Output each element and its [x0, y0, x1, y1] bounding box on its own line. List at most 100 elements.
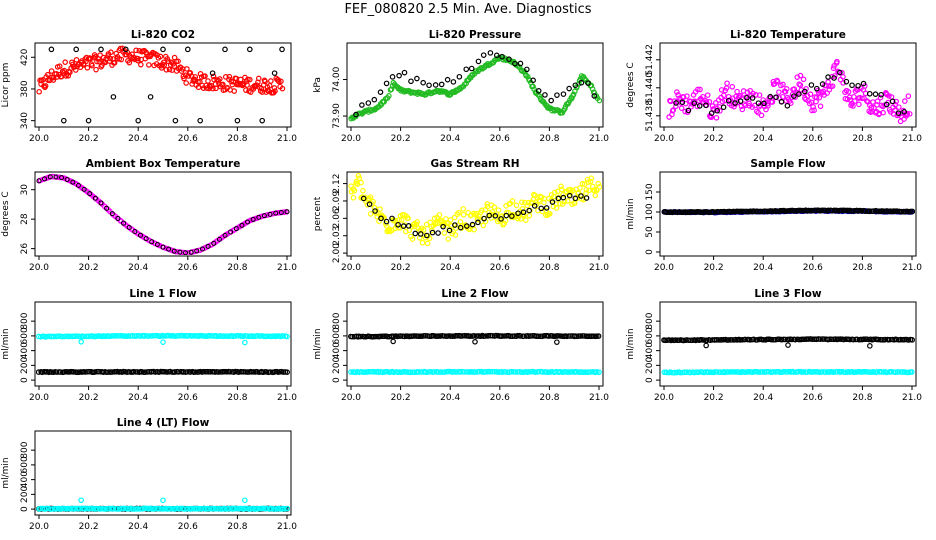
data-point — [154, 241, 160, 247]
data-point — [560, 194, 567, 201]
data-point — [555, 195, 562, 202]
data-point — [813, 85, 820, 92]
data-point — [837, 69, 843, 76]
data-point — [408, 78, 414, 85]
data-point — [732, 100, 738, 106]
data-point — [864, 336, 870, 342]
plot-frame — [659, 301, 917, 387]
data-point — [867, 208, 873, 215]
plot-area — [36, 497, 290, 512]
x-tick-label: 20.0 — [654, 134, 674, 144]
data-point — [231, 88, 238, 94]
data-point — [784, 102, 791, 109]
data-point — [109, 211, 115, 217]
data-point — [769, 99, 776, 105]
data-point — [457, 224, 464, 231]
data-point — [558, 186, 565, 193]
data-point — [284, 505, 290, 512]
data-point — [531, 203, 538, 209]
data-point — [242, 505, 248, 512]
data-point — [685, 107, 692, 114]
data-point — [482, 218, 489, 225]
data-point — [493, 332, 499, 339]
data-point — [501, 220, 507, 227]
data-point — [110, 332, 117, 339]
data-point — [152, 505, 158, 512]
x-tick-label: 20.0 — [341, 393, 361, 403]
data-point — [475, 219, 481, 226]
data-point — [909, 208, 915, 215]
data-point — [448, 222, 455, 229]
data-point — [562, 369, 569, 375]
chart-panel-temp: Li-820 Temperature degrees C 20.0 20.2 20.4 2… — [626, 29, 922, 144]
data-point — [447, 217, 454, 223]
data-point — [420, 79, 426, 86]
data-point — [860, 80, 867, 87]
data-point — [143, 236, 149, 242]
data-point — [722, 369, 728, 376]
data-point — [517, 60, 524, 67]
data-point — [883, 101, 890, 108]
data-point — [680, 94, 687, 100]
data-point — [436, 212, 443, 218]
data-point — [831, 75, 837, 81]
data-point — [381, 214, 387, 221]
x-tick-label: 20.4 — [753, 393, 773, 403]
data-point — [351, 187, 358, 194]
data-point — [774, 78, 781, 85]
data-point — [822, 369, 829, 375]
data-point — [272, 88, 278, 94]
data-point — [876, 110, 883, 117]
data-point — [429, 229, 436, 236]
data-point — [856, 101, 862, 108]
data-point — [515, 210, 521, 217]
data-point — [438, 81, 445, 88]
outlier-point — [78, 497, 84, 504]
x-tick-label: 20.4 — [128, 134, 148, 144]
data-point — [36, 369, 42, 375]
data-point — [271, 85, 278, 91]
data-point — [258, 505, 265, 512]
outlier-point — [703, 342, 709, 349]
data-point — [237, 76, 244, 83]
data-point — [588, 175, 595, 181]
data-point — [532, 192, 538, 199]
data-point — [817, 336, 824, 342]
data-point — [872, 91, 879, 97]
data-point — [49, 369, 55, 375]
data-point — [673, 103, 679, 110]
y-tick-label: 200 — [20, 486, 30, 503]
plot-frame — [34, 301, 292, 387]
data-point — [111, 59, 118, 66]
chart-panel-pressure: Li-820 Pressure kPa 20.0 20.2 20.4 20.6 20.8 21… — [313, 29, 609, 144]
data-point — [859, 95, 865, 102]
data-point — [750, 208, 757, 214]
data-point — [463, 66, 470, 73]
data-point — [518, 216, 524, 222]
data-point — [577, 185, 583, 191]
data-point — [256, 214, 262, 220]
data-point — [816, 94, 823, 101]
data-point — [829, 83, 836, 89]
data-point — [440, 223, 446, 230]
data-point — [417, 231, 424, 237]
data-point — [367, 194, 374, 200]
x-tick-label: 20.0 — [341, 263, 361, 273]
data-point — [441, 230, 448, 236]
data-point — [192, 74, 199, 80]
data-point — [372, 208, 378, 214]
data-point — [405, 215, 411, 222]
data-point — [679, 99, 686, 105]
data-point — [765, 368, 772, 375]
data-point — [210, 505, 217, 512]
y-tick-label: 150 — [645, 183, 655, 200]
data-point — [248, 369, 255, 375]
data-point — [194, 248, 200, 254]
x-tick-label: 20.6 — [803, 393, 823, 403]
data-point — [431, 215, 438, 222]
data-point — [126, 224, 132, 230]
panel-title: Sample Flow — [750, 158, 825, 170]
y-tick-label: 100 — [645, 203, 655, 220]
y-tick-label: 400 — [645, 342, 655, 359]
data-point — [850, 336, 857, 343]
